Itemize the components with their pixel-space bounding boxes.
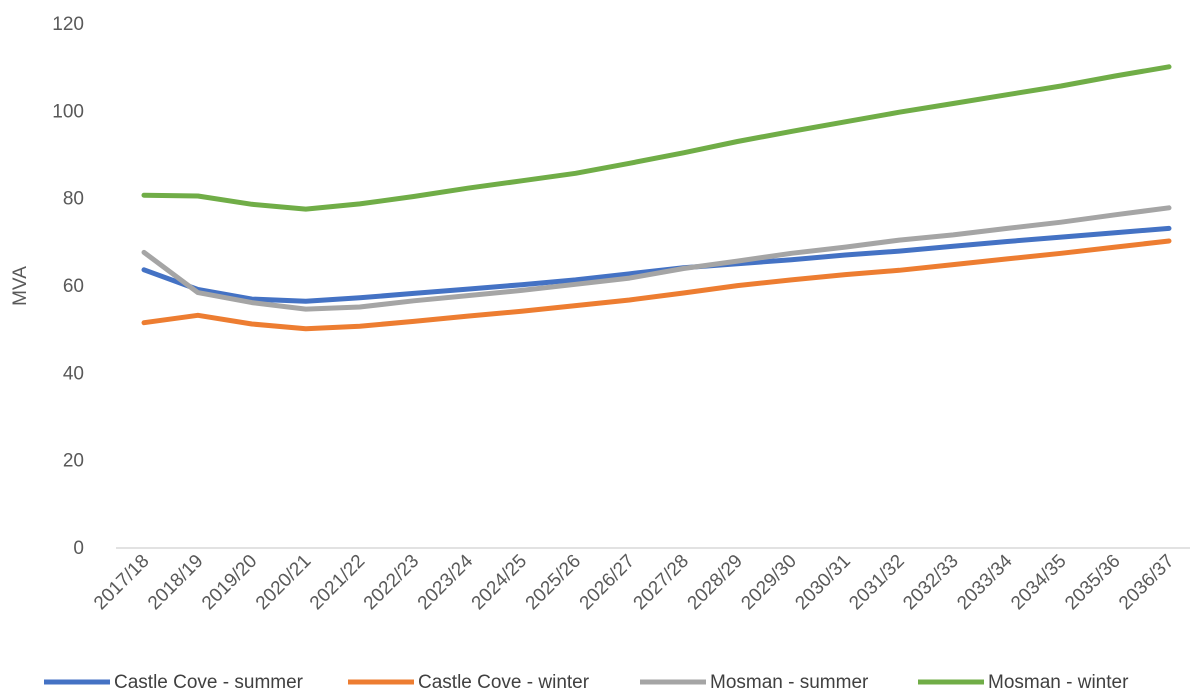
y-tick-label: 80 — [63, 189, 84, 210]
series-lines — [141, 64, 1172, 332]
x-tick-label: 2028/29 — [684, 551, 747, 614]
x-tick-label: 2023/24 — [414, 550, 478, 614]
x-tick-label: 2021/22 — [306, 551, 369, 614]
x-tick-label: 2032/33 — [899, 551, 962, 614]
legend: Castle Cove - summer Castle Cove - winter… — [44, 672, 1129, 693]
legend-label: Castle Cove - summer — [114, 672, 304, 693]
x-tick-label: 2033/34 — [953, 550, 1017, 614]
y-tick-label: 100 — [52, 101, 84, 122]
legend-label: Castle Cove - winter — [418, 672, 590, 693]
y-axis-title: MVA — [10, 266, 31, 306]
x-axis-ticks: 2017/182018/192019/202020/212021/222022/… — [90, 550, 1178, 614]
y-tick-label: 40 — [63, 363, 84, 384]
x-tick-label: 2024/25 — [468, 551, 531, 614]
series-line-mosman-summer — [141, 205, 1172, 312]
x-tick-label: 2029/30 — [737, 551, 800, 614]
x-tick-label: 2030/31 — [791, 551, 854, 614]
x-tick-label: 2018/19 — [144, 551, 207, 614]
x-tick-label: 2036/37 — [1115, 551, 1178, 614]
series-line-castle-cove-summer — [141, 225, 1172, 304]
series-line-mosman-winter — [141, 64, 1172, 212]
y-tick-label: 60 — [63, 276, 84, 297]
x-tick-label: 2031/32 — [845, 551, 908, 614]
x-tick-label: 2022/23 — [360, 551, 423, 614]
y-tick-label: 120 — [52, 14, 84, 35]
series-line-castle-cove-winter — [141, 238, 1172, 332]
y-tick-label: 20 — [63, 451, 84, 472]
y-tick-label: 0 — [73, 538, 84, 559]
legend-label: Mosman - winter — [988, 672, 1129, 693]
x-tick-label: 2019/20 — [198, 551, 261, 614]
x-tick-label: 2025/26 — [522, 551, 585, 614]
x-tick-label: 2026/27 — [576, 551, 639, 614]
x-tick-label: 2035/36 — [1061, 551, 1124, 614]
legend-label: Mosman - summer — [710, 672, 869, 693]
x-tick-label: 2027/28 — [630, 551, 693, 614]
x-tick-label: 2034/35 — [1007, 551, 1070, 614]
x-tick-label: 2020/21 — [252, 551, 315, 614]
y-axis-ticks: 0 20 40 60 80 100 120 — [52, 14, 84, 559]
x-tick-label: 2017/18 — [90, 551, 153, 614]
